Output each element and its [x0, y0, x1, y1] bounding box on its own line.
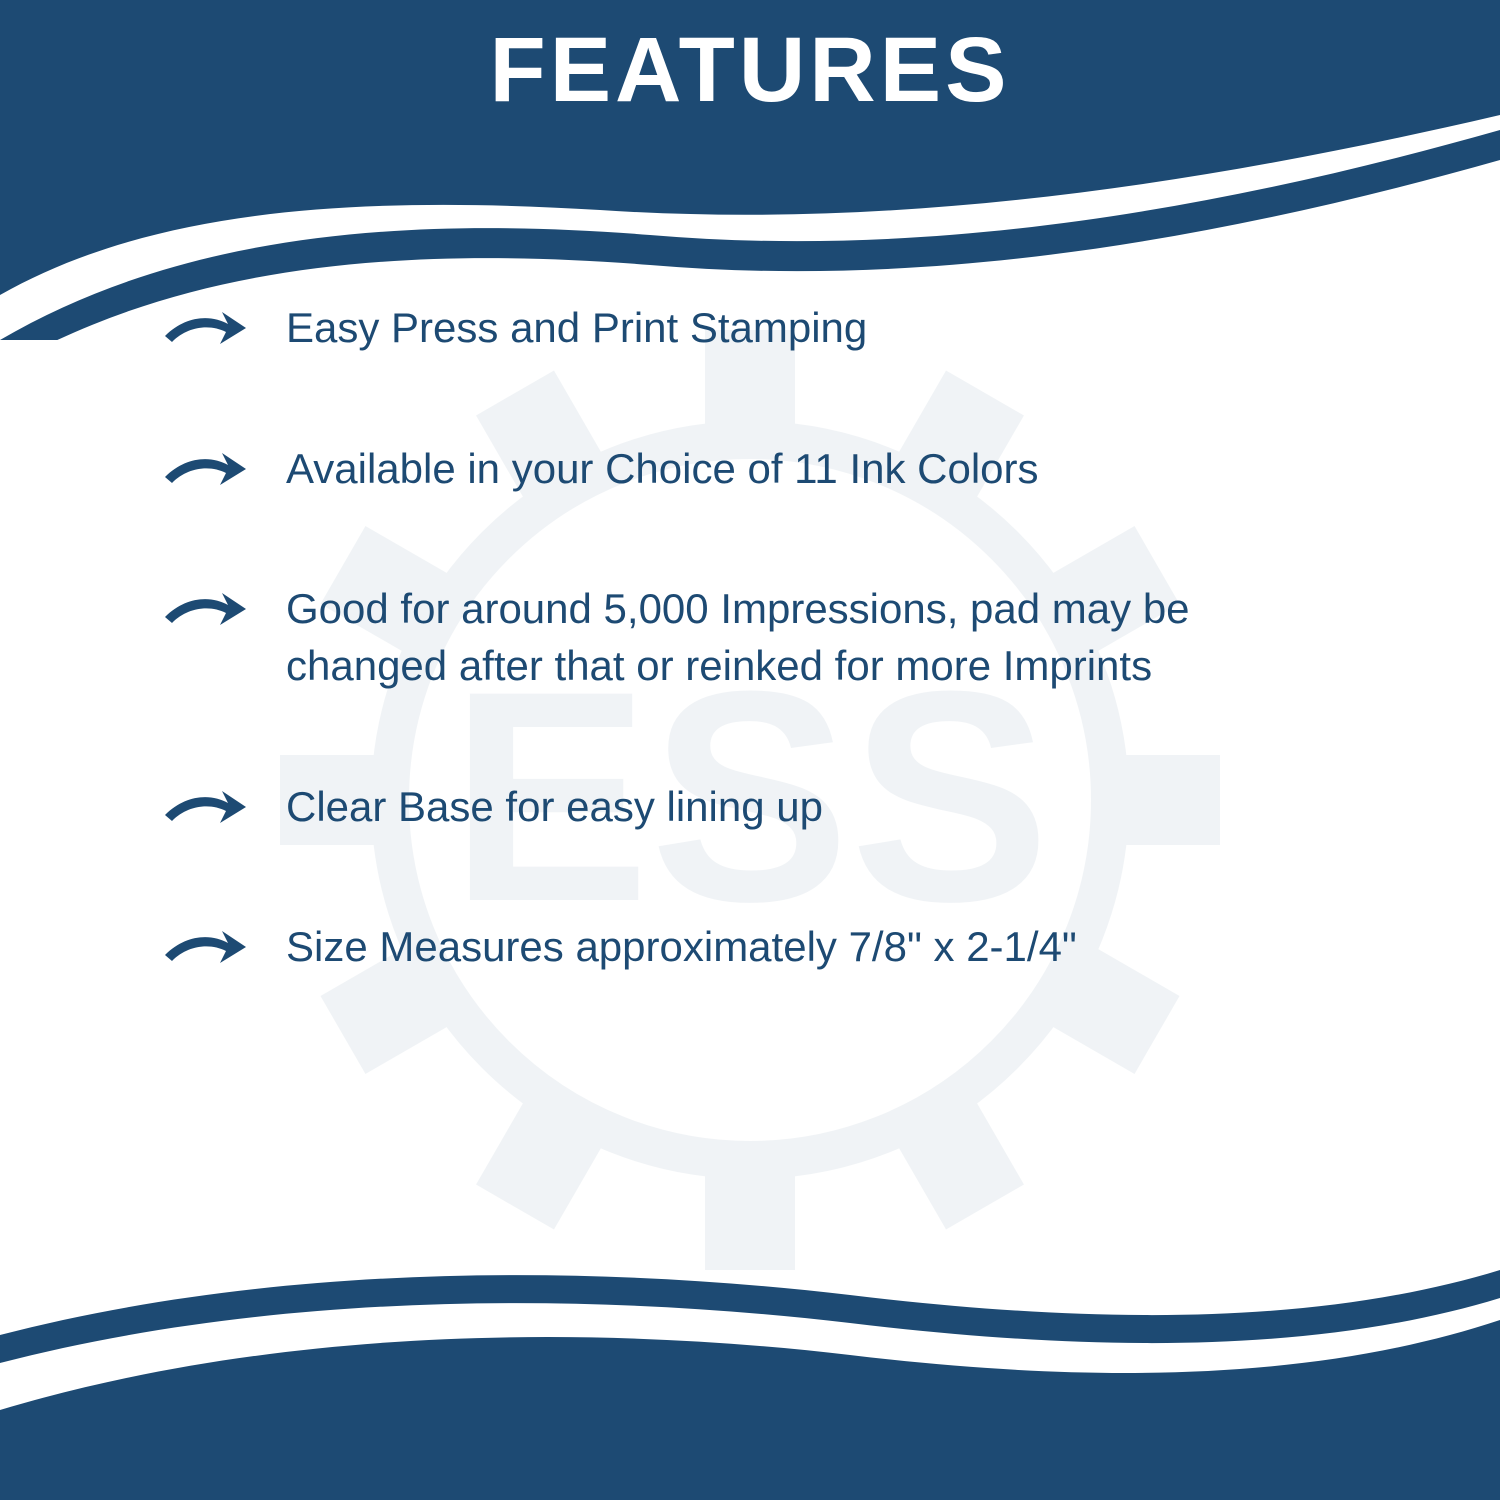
feature-list: Easy Press and Print Stamping Available …: [160, 300, 1360, 1060]
arrow-right-icon: [160, 783, 250, 833]
list-item: Clear Base for easy lining up: [160, 779, 1360, 836]
arrow-right-icon: [160, 445, 250, 495]
feature-text: Clear Base for easy lining up: [286, 779, 823, 836]
feature-text: Available in your Choice of 11 Ink Color…: [286, 441, 1039, 498]
list-item: Size Measures approximately 7/8" x 2-1/4…: [160, 919, 1360, 976]
feature-text: Size Measures approximately 7/8" x 2-1/4…: [286, 919, 1077, 976]
arrow-right-icon: [160, 585, 250, 635]
list-item: Easy Press and Print Stamping: [160, 300, 1360, 357]
list-item: Available in your Choice of 11 Ink Color…: [160, 441, 1360, 498]
features-infographic: ESS FEATURES Easy Press and Print Stampi…: [0, 0, 1500, 1500]
arrow-right-icon: [160, 304, 250, 354]
list-item: Good for around 5,000 Impressions, pad m…: [160, 581, 1360, 694]
footer-wave: [0, 1300, 1500, 1500]
page-title: FEATURES: [0, 18, 1500, 123]
arrow-right-icon: [160, 923, 250, 973]
feature-text: Easy Press and Print Stamping: [286, 300, 867, 357]
feature-text: Good for around 5,000 Impressions, pad m…: [286, 581, 1360, 694]
